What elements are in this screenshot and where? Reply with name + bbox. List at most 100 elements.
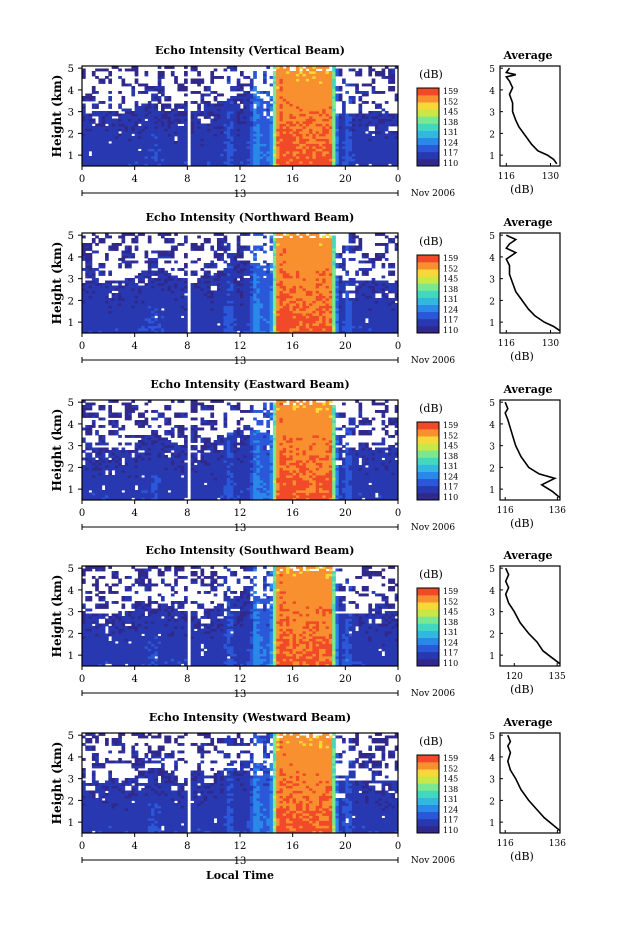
avg-y-tick-label: 4 (489, 754, 495, 764)
average-profile-line (504, 401, 561, 499)
average-title: Average (502, 716, 552, 729)
x-tick-label: 12 (234, 508, 247, 519)
date-label: Nov 2006 (411, 856, 455, 866)
avg-y-tick-label: 4 (489, 421, 495, 431)
x-tick-label: 0 (79, 674, 85, 685)
colorbar-tick-label: 117 (443, 316, 458, 325)
x-tick-label: 12 (234, 341, 247, 352)
avg-x-tick-label: 116 (497, 839, 514, 849)
panel-title: Echo Intensity (Vertical Beam) (155, 44, 345, 57)
colorbar-frame (416, 421, 440, 501)
y-tick-label: 2 (68, 629, 74, 640)
average-frame (499, 399, 561, 501)
colorbar-tick-label: 110 (443, 326, 458, 335)
avg-y-tick-label: 2 (489, 297, 495, 307)
colorbar-tick-label: 138 (443, 785, 458, 794)
avg-x-axis-label: (dB) (510, 183, 534, 196)
heatmap-cells (82, 566, 399, 667)
colorbar-segment (417, 602, 439, 610)
colorbar-tick-label: 124 (443, 138, 458, 147)
colorbar-segment (417, 755, 439, 763)
date-label: Nov 2006 (411, 189, 455, 199)
x-tick-label: 8 (184, 508, 190, 519)
x-tick-label: 8 (184, 174, 190, 185)
panel-4: Echo Intensity (Southward Beam)12345Heig… (50, 544, 566, 700)
colorbar-tick-label: 152 (443, 264, 458, 273)
avg-y-tick-label: 2 (489, 630, 495, 640)
heatmap-cells (82, 733, 399, 834)
avg-y-tick-label: 5 (489, 565, 495, 575)
colorbar-segment (417, 804, 439, 813)
x-tick-label: 20 (339, 841, 352, 852)
x-tick-label: 8 (184, 674, 190, 685)
panel-1: Echo Intensity (Vertical Beam)12345Heigh… (50, 44, 561, 200)
colorbar-segment (417, 109, 439, 117)
y-tick-label: 4 (68, 253, 74, 264)
avg-y-tick-label: 5 (489, 732, 495, 742)
colorbar-tick-label: 124 (443, 305, 458, 314)
x-tick-label: 16 (286, 174, 299, 185)
avg-y-tick-label: 2 (489, 130, 495, 140)
x-tick-label: 0 (395, 341, 401, 352)
average-title: Average (502, 549, 552, 562)
x-tick-label: 4 (131, 841, 137, 852)
average-profile-line (504, 567, 561, 665)
colorbar-segment (417, 276, 439, 284)
colorbar-segment (417, 290, 439, 298)
colorbar-tick-label: 138 (443, 118, 458, 127)
colorbar-tick-label: 159 (443, 421, 458, 430)
x-tick-label: 16 (286, 341, 299, 352)
avg-y-tick-label: 4 (489, 87, 495, 97)
colorbar-tick-label: 117 (443, 483, 458, 492)
panel-title: Echo Intensity (Southward Beam) (146, 544, 355, 557)
colorbar-segment (417, 443, 439, 451)
avg-x-axis-label: (dB) (510, 683, 534, 696)
y-tick-label: 1 (68, 818, 74, 829)
colorbar-segment (417, 471, 439, 480)
y-tick-label: 5 (68, 64, 74, 75)
avg-y-tick-label: 2 (489, 464, 495, 474)
colorbar-segment (417, 158, 439, 167)
colorbar-segment (417, 623, 439, 631)
colorbar-tick-label: 110 (443, 493, 458, 502)
avg-y-tick-label: 4 (489, 587, 495, 597)
colorbar-tick-label: 131 (443, 295, 458, 304)
colorbar-segment (417, 102, 439, 110)
colorbar-segment (417, 318, 439, 327)
day-label: 13 (234, 523, 247, 534)
colorbar-tick-label: 159 (443, 254, 458, 263)
colorbar-segment (417, 457, 439, 465)
y-tick-label: 3 (68, 442, 74, 453)
colorbar-segment (417, 769, 439, 777)
colorbar-tick-label: 117 (443, 149, 458, 158)
colorbar-frame (416, 87, 440, 167)
colorbar-tick-label: 124 (443, 472, 458, 481)
colorbar-tick-label: 117 (443, 816, 458, 825)
y-tick-label: 1 (68, 318, 74, 329)
colorbar-unit: (dB) (419, 735, 443, 748)
avg-y-tick-label: 1 (489, 486, 495, 496)
average-title: Average (502, 49, 552, 62)
average-frame (499, 232, 561, 334)
colorbar-segment (417, 450, 439, 458)
colorbar-segment (417, 485, 439, 494)
colorbar-frame (416, 587, 440, 667)
colorbar-tick-label: 145 (443, 108, 458, 117)
colorbar-tick-label: 152 (443, 97, 458, 106)
colorbar-segment (417, 616, 439, 624)
x-tick-label: 20 (339, 508, 352, 519)
y-tick-label: 4 (68, 420, 74, 431)
colorbar-segment (417, 825, 439, 834)
x-tick-label: 4 (131, 674, 137, 685)
average-frame (499, 565, 561, 667)
avg-y-tick-label: 5 (489, 232, 495, 242)
x-tick-label: 0 (79, 341, 85, 352)
avg-y-tick-label: 1 (489, 819, 495, 829)
y-tick-label: 3 (68, 275, 74, 286)
colorbar-tick-label: 117 (443, 649, 458, 658)
colorbar-segment (417, 630, 439, 638)
panel-3: Echo Intensity (Eastward Beam)12345Heigh… (50, 378, 566, 534)
colorbar-segment (417, 609, 439, 617)
avg-y-tick-label: 5 (489, 65, 495, 75)
colorbar-unit: (dB) (419, 402, 443, 415)
